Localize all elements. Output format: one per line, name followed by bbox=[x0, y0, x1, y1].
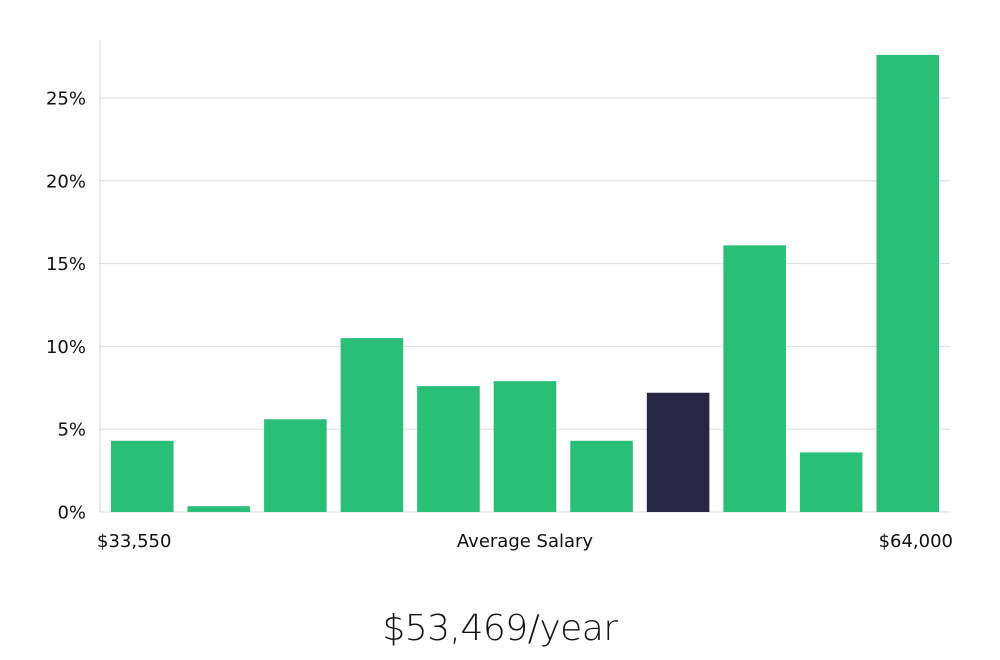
histogram-bar bbox=[799, 452, 863, 512]
y-axis-tick-labels: 0% 5% 10% 15% 20% 25% bbox=[46, 88, 86, 523]
y-tick-label: 5% bbox=[57, 420, 86, 441]
x-axis-max-label: $64,000 bbox=[879, 531, 953, 552]
histogram-bar bbox=[187, 506, 251, 512]
salary-histogram-chart: 0%5%10%15%20%25% $33,550 Average Salary … bbox=[46, 40, 953, 552]
histogram-bar bbox=[264, 419, 327, 512]
y-tick-label: 0% bbox=[57, 503, 86, 524]
x-axis-min-label: $33,550 bbox=[97, 531, 171, 552]
histogram-bars bbox=[111, 54, 939, 513]
y-tick-label: 25% bbox=[46, 88, 86, 109]
histogram-bar bbox=[876, 54, 939, 512]
histogram-bar-highlighted bbox=[646, 392, 710, 512]
average-salary-value: $53,469/year bbox=[382, 608, 618, 649]
y-tick-label: 15% bbox=[46, 254, 86, 275]
histogram-bar bbox=[417, 386, 480, 512]
x-axis-title: Average Salary bbox=[457, 531, 594, 552]
histogram-bar bbox=[493, 381, 557, 512]
histogram-bar bbox=[340, 338, 404, 512]
y-tick-label: 20% bbox=[46, 171, 86, 192]
histogram-bar bbox=[111, 440, 174, 512]
histogram-bar bbox=[723, 245, 786, 513]
histogram-bar bbox=[570, 440, 633, 512]
y-tick-label: 10% bbox=[46, 337, 86, 358]
